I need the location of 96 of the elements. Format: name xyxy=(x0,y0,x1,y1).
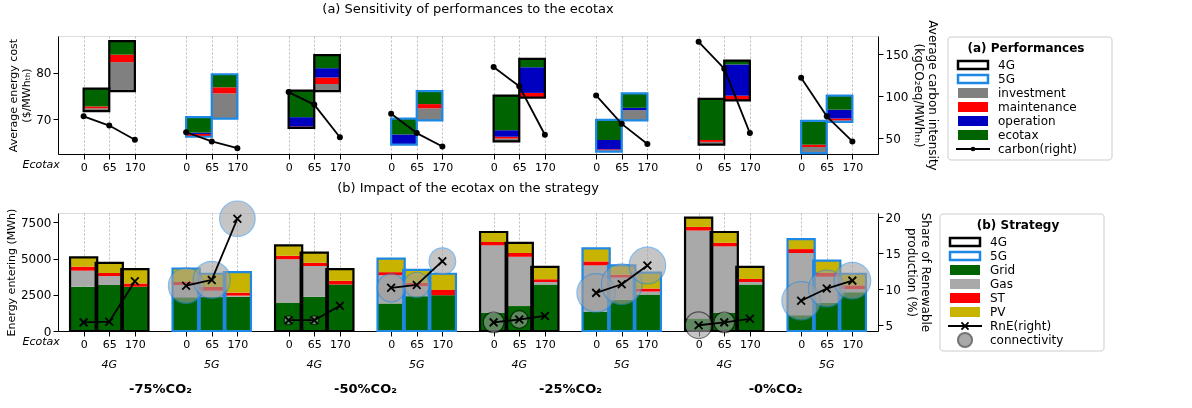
x-tick-label: 170 xyxy=(329,337,351,351)
x-tick-label: 0 xyxy=(695,337,703,351)
y-tick-label: 7500 xyxy=(20,215,52,230)
x-tick-label: 65 xyxy=(410,337,425,351)
x-tick-label: 170 xyxy=(329,160,351,174)
text: 5G xyxy=(408,358,425,371)
legend-label: maintenance xyxy=(998,100,1077,114)
text: -25%CO₂ xyxy=(539,381,602,396)
text: -50%CO₂ xyxy=(334,381,397,396)
y2-tick-label: 50 xyxy=(885,131,901,146)
x-tick-label: 65 xyxy=(615,337,630,351)
text: -0%CO₂ xyxy=(748,381,803,396)
y-tick-label: 70 xyxy=(36,112,52,127)
x-tick-label: 170 xyxy=(534,337,556,351)
x-axis-title: Ecotax xyxy=(22,157,61,171)
legend-label: 4G xyxy=(998,58,1015,72)
legend-label: 4G xyxy=(990,235,1007,249)
text: 5G xyxy=(203,358,220,371)
x-tick-label: 0 xyxy=(80,160,88,174)
y2-axis-title: Share of Renewable production (%) xyxy=(904,212,933,333)
x-tick-label: 0 xyxy=(490,337,498,351)
text: 5G xyxy=(818,358,835,371)
y-tick-label: 5000 xyxy=(20,252,52,267)
x-tick-label: 170 xyxy=(124,337,146,351)
y2-tick-label: 20 xyxy=(885,210,901,225)
x-tick-label: 65 xyxy=(102,160,117,174)
x-tick-label: 170 xyxy=(739,337,761,351)
chart-title: (a) Sensitivity of performances to the ecotax xyxy=(322,0,614,16)
legend-label: investment xyxy=(998,86,1067,100)
x-tick-label: 0 xyxy=(593,160,601,174)
text: 4G xyxy=(306,358,323,371)
x-tick-label: 0 xyxy=(388,337,396,351)
legend-label: Gas xyxy=(990,277,1013,291)
y2-tick-label: 10 xyxy=(885,282,901,297)
x-tick-label: 65 xyxy=(717,160,732,174)
x-tick-label: 0 xyxy=(183,337,191,351)
y-tick-label: 80 xyxy=(36,66,52,81)
x-tick-label: 65 xyxy=(615,160,630,174)
text: 4G xyxy=(511,358,528,371)
x-tick-label: 65 xyxy=(307,337,322,351)
x-tick-label: 170 xyxy=(432,337,454,351)
x-tick-label: 0 xyxy=(490,160,498,174)
legend-label: ecotax xyxy=(998,128,1039,142)
legend-label: carbon(right) xyxy=(998,142,1078,156)
legend-label: RnE(right) xyxy=(990,319,1052,333)
x-tick-label: 170 xyxy=(842,337,864,351)
text: 4G xyxy=(716,358,733,371)
x-tick-label: 65 xyxy=(307,160,322,174)
x-tick-label: 0 xyxy=(798,160,806,174)
y2-tick-label: 15 xyxy=(885,246,901,261)
text: -75%CO₂ xyxy=(129,381,192,396)
x-tick-label: 170 xyxy=(432,160,454,174)
text: 5G xyxy=(613,358,630,371)
x-tick-label: 65 xyxy=(410,160,425,174)
legend-title: (b) Strategy xyxy=(976,218,1060,232)
x-tick-label: 65 xyxy=(205,337,220,351)
x-tick-label: 65 xyxy=(820,337,835,351)
y2-tick-label: 100 xyxy=(885,89,909,104)
x-tick-label: 65 xyxy=(820,160,835,174)
x-tick-label: 0 xyxy=(798,337,806,351)
text: 4G xyxy=(101,358,118,371)
x-tick-label: 170 xyxy=(227,337,249,351)
x-tick-label: 0 xyxy=(285,337,293,351)
y2-tick-label: 5 xyxy=(885,318,894,333)
legend-label: connectivity xyxy=(990,333,1064,347)
x-tick-label: 65 xyxy=(512,160,527,174)
x-tick-label: 65 xyxy=(717,337,732,351)
x-tick-label: 170 xyxy=(637,160,659,174)
x-tick-label: 65 xyxy=(102,337,117,351)
x-tick-label: 0 xyxy=(285,160,293,174)
y-tick-label: 2500 xyxy=(20,288,52,303)
x-tick-label: 0 xyxy=(388,160,396,174)
x-tick-label: 170 xyxy=(534,160,556,174)
x-tick-label: 65 xyxy=(512,337,527,351)
chart-title: (b) Impact of the ecotax on the strategy xyxy=(337,179,600,195)
legend-label: operation xyxy=(998,114,1056,128)
x-tick-label: 170 xyxy=(842,160,864,174)
x-tick-label: 0 xyxy=(183,160,191,174)
legend-title: (a) Performances xyxy=(967,41,1085,55)
x-tick-label: 170 xyxy=(227,160,249,174)
y2-tick-label: 150 xyxy=(885,47,909,62)
y-axis-title: Energy entering (MWh) xyxy=(4,208,18,337)
x-tick-label: 65 xyxy=(205,160,220,174)
x-tick-label: 170 xyxy=(124,160,146,174)
legend-label: 5G xyxy=(990,249,1007,263)
y-axis-title: Average energy cost ($/MWhₜₕ) xyxy=(7,38,34,153)
x-tick-label: 0 xyxy=(80,337,88,351)
legend-label: ST xyxy=(990,291,1006,305)
x-tick-label: 170 xyxy=(739,160,761,174)
legend-label: Grid xyxy=(990,263,1016,277)
y2-axis-title: Average carbon intensity (kgCO₂eq/MWhₜₕ) xyxy=(912,20,941,171)
x-tick-label: 0 xyxy=(695,160,703,174)
legend-label: 5G xyxy=(998,72,1015,86)
x-tick-label: 0 xyxy=(593,337,601,351)
legend-label: PV xyxy=(990,305,1007,319)
x-tick-label: 170 xyxy=(637,337,659,351)
